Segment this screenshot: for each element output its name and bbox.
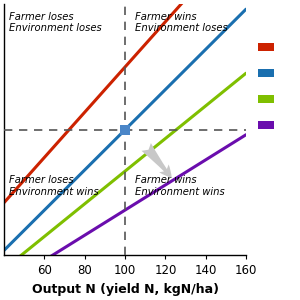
Text: Farmer wins
Environment wins: Farmer wins Environment wins: [135, 175, 224, 196]
Text: Farmer wins
Environment loses: Farmer wins Environment loses: [135, 12, 227, 33]
Text: Farmer loses
Environment wins: Farmer loses Environment wins: [9, 175, 99, 196]
Legend: , , , : , , ,: [258, 41, 286, 133]
Text: Farmer loses
Environment loses: Farmer loses Environment loses: [9, 12, 102, 33]
X-axis label: Output N (yield N, kgN/ha): Output N (yield N, kgN/ha): [32, 283, 219, 296]
